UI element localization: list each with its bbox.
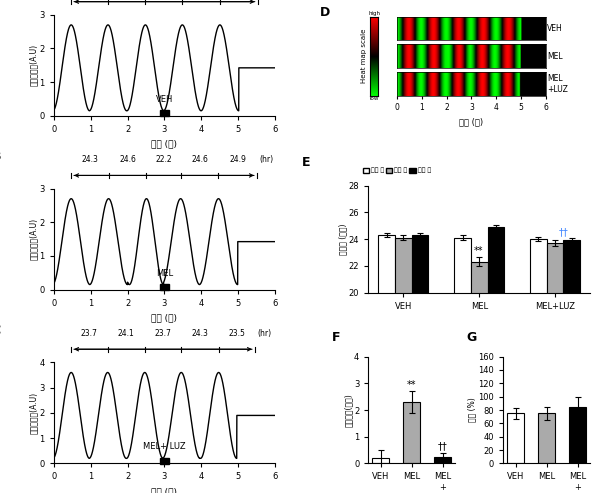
Text: 24.6: 24.6: [191, 155, 208, 164]
Text: C: C: [0, 324, 1, 337]
Text: 24.9: 24.9: [229, 155, 246, 164]
Bar: [378, 235, 395, 493]
Text: 24.1: 24.1: [118, 329, 135, 338]
Text: Heat map scale: Heat map scale: [361, 29, 367, 83]
Y-axis label: 생체인광량(A.U): 생체인광량(A.U): [29, 44, 38, 86]
Text: VEH: VEH: [156, 95, 173, 104]
Bar: [434, 457, 451, 463]
Bar: [563, 241, 580, 493]
Text: low: low: [370, 97, 379, 102]
X-axis label: 시간 (일): 시간 (일): [151, 313, 178, 322]
Bar: [454, 238, 471, 493]
Bar: [530, 239, 547, 493]
Text: 23.7: 23.7: [81, 329, 98, 338]
Y-axis label: 구주기 (시간): 구주기 (시간): [339, 223, 347, 255]
Y-axis label: 비율 (%): 비율 (%): [468, 398, 477, 423]
Text: F: F: [332, 331, 340, 344]
Text: 22.2: 22.2: [155, 155, 172, 164]
Bar: [412, 235, 429, 493]
X-axis label: 시간 (일): 시간 (일): [151, 140, 178, 148]
Y-axis label: 위상변화(시간): 위상변화(시간): [344, 393, 353, 427]
Text: 23.7: 23.7: [154, 329, 172, 338]
Legend: 저리 전, 저리 중, 저리 후: 저리 전, 저리 중, 저리 후: [361, 165, 433, 176]
Y-axis label: 생체인광량(A.U): 생체인광량(A.U): [29, 392, 38, 434]
Text: E: E: [302, 156, 311, 170]
Bar: [569, 407, 586, 463]
Text: 24.6: 24.6: [119, 155, 136, 164]
Text: 24.3: 24.3: [191, 329, 209, 338]
Bar: [538, 413, 555, 463]
Text: ††: ††: [558, 227, 568, 237]
Text: **: **: [474, 246, 483, 256]
Text: high: high: [368, 11, 380, 16]
Text: MEL+ LUZ: MEL+ LUZ: [143, 442, 186, 451]
X-axis label: 시간 (일): 시간 (일): [151, 487, 178, 493]
Bar: [395, 238, 412, 493]
Text: VEH: VEH: [547, 24, 563, 33]
Bar: [160, 458, 169, 464]
Text: **: **: [407, 380, 417, 390]
Text: B: B: [0, 150, 1, 163]
Text: 23.5: 23.5: [228, 329, 245, 338]
Text: 24.3: 24.3: [82, 155, 98, 164]
Bar: [547, 243, 563, 493]
Bar: [372, 458, 389, 463]
Text: G: G: [467, 331, 477, 344]
Bar: [507, 413, 524, 463]
Bar: [160, 284, 169, 290]
Text: MEL: MEL: [156, 269, 173, 278]
Text: MEL
+LUZ: MEL +LUZ: [547, 74, 568, 94]
Bar: [403, 402, 420, 463]
X-axis label: 시간 (일): 시간 (일): [460, 118, 483, 127]
Text: MEL: MEL: [547, 52, 563, 61]
Text: D: D: [319, 6, 330, 19]
Text: ††: ††: [438, 442, 448, 452]
Y-axis label: 생체인광량(A.U): 생체인광량(A.U): [29, 218, 38, 260]
Bar: [160, 110, 169, 116]
Bar: [471, 262, 488, 493]
Text: (hr): (hr): [260, 155, 274, 164]
Text: (hr): (hr): [258, 329, 272, 338]
Bar: [488, 227, 504, 493]
